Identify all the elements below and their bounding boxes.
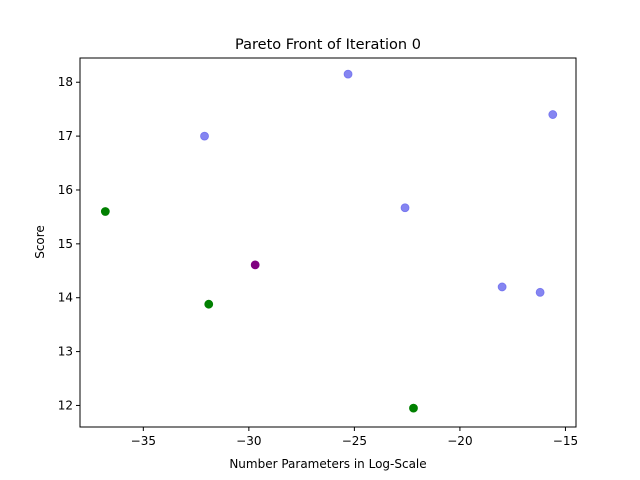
data-point [204, 299, 214, 309]
x-tick-label: −30 [236, 434, 261, 448]
y-tick-label: 13 [58, 345, 73, 359]
y-tick-label: 16 [58, 183, 73, 197]
y-tick-label: 15 [58, 237, 73, 251]
x-tick-label: −25 [342, 434, 367, 448]
data-point [548, 110, 558, 119]
y-tick-label: 18 [58, 75, 73, 89]
plot-frame [79, 57, 577, 428]
data-point [535, 287, 545, 297]
data-point [343, 69, 353, 79]
y-tick-label: 12 [58, 398, 73, 412]
data-point [409, 403, 418, 413]
y-tick-label: 14 [58, 291, 73, 305]
data-point [497, 282, 507, 292]
y-axis: 12 13 14 15 16 17 18 [58, 75, 80, 412]
data-point [400, 203, 410, 213]
x-axis: −35 −30 −25 −20 −15 [131, 427, 578, 448]
x-tick-label: −15 [553, 434, 578, 448]
y-axis-label: Score [33, 225, 47, 259]
data-point [200, 131, 209, 141]
plot-area [100, 69, 558, 413]
data-point [250, 260, 260, 270]
x-tick-label: −20 [447, 434, 472, 448]
data-point [100, 207, 110, 216]
chart-title: Pareto Front of Iteration 0 [235, 37, 421, 53]
x-tick-label: −35 [131, 434, 156, 448]
x-axis-label: Number Parameters in Log-Scale [229, 457, 426, 471]
y-tick-label: 17 [58, 129, 73, 143]
